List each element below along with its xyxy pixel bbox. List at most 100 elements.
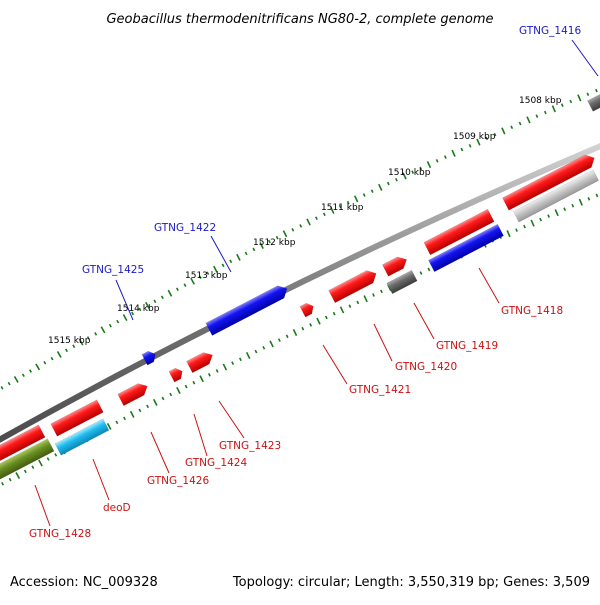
inner-tick-16 bbox=[115, 420, 119, 425]
inner-tick-39 bbox=[292, 329, 298, 336]
gene-labels: GTNG_1416 GTNG_1418 GTNG_1419 GTNG_1420 … bbox=[29, 25, 581, 540]
inner-tick-33 bbox=[245, 351, 251, 359]
gene-label-gtng-1421[interactable]: GTNG_1421 bbox=[349, 384, 411, 396]
outer-tick-4 bbox=[21, 373, 25, 378]
gene-box-deod-top[interactable] bbox=[50, 399, 104, 437]
gene-box-gtng-1426[interactable] bbox=[117, 380, 151, 407]
leader-gtng-1418 bbox=[478, 267, 500, 304]
outer-tick-40 bbox=[291, 228, 295, 232]
gene-label-gtng-1423[interactable]: GTNG_1423 bbox=[219, 440, 281, 452]
gene-label-gtng-1426[interactable]: GTNG_1426 bbox=[147, 475, 209, 487]
outer-tick-56 bbox=[419, 166, 423, 171]
outer-tick-58 bbox=[435, 159, 439, 163]
gene-label-gtng-1422[interactable]: GTNG_1422 bbox=[154, 222, 216, 234]
topology-text: Topology: circular; Length: 3,550,319 bp… bbox=[232, 575, 590, 590]
gene-box-gtng-1423[interactable] bbox=[186, 349, 215, 374]
inner-tick-45 bbox=[339, 306, 345, 314]
outer-tick-39 bbox=[282, 230, 288, 238]
inner-tick-17 bbox=[123, 416, 126, 421]
gene-label-gtng-1416[interactable]: GTNG_1416 bbox=[519, 25, 581, 37]
gene-box-gtng-1418[interactable] bbox=[428, 223, 504, 273]
inner-tick-48 bbox=[363, 295, 368, 303]
inner-tick-71 bbox=[547, 214, 550, 218]
inner-tick-34 bbox=[254, 349, 258, 354]
kbp-label-1513: 1513 kbp bbox=[185, 271, 228, 281]
outer-tick-74 bbox=[569, 99, 573, 104]
outer-tick-49 bbox=[362, 193, 366, 197]
outer-tick-60 bbox=[451, 149, 456, 157]
inner-tick-6 bbox=[38, 459, 43, 467]
outer-tick-64 bbox=[485, 136, 489, 141]
outer-tick-48 bbox=[353, 195, 359, 203]
outer-tick-50 bbox=[370, 189, 374, 193]
outer-tick-7 bbox=[43, 360, 47, 365]
inner-tick-74 bbox=[571, 203, 575, 208]
inner-tick-23 bbox=[169, 392, 173, 397]
inner-tick-18 bbox=[129, 410, 135, 418]
gene-label-gtng-1418[interactable]: GTNG_1418 bbox=[501, 305, 563, 317]
gene-box-gtng-1419-red[interactable] bbox=[382, 254, 409, 277]
outer-tick-28 bbox=[198, 275, 202, 280]
outer-tick-15 bbox=[100, 326, 106, 334]
outer-tick-8 bbox=[50, 356, 54, 361]
outer-tick-63 bbox=[476, 138, 481, 146]
accession-text: Accession: NC_009328 bbox=[10, 575, 158, 590]
gene-features bbox=[0, 90, 600, 486]
kbp-label-1514: 1514 kbp bbox=[117, 304, 160, 314]
gene-box-gtng-1425[interactable] bbox=[141, 349, 158, 366]
gene-label-gtng-1424[interactable]: GTNG_1424 bbox=[185, 457, 247, 469]
genome-title: Geobacillus thermodenitrificans NG80-2, … bbox=[106, 12, 493, 27]
inner-tick-37 bbox=[277, 338, 281, 342]
outer-tick-69 bbox=[526, 116, 531, 124]
kbp-label-1510: 1510 kbp bbox=[388, 168, 431, 178]
leader-gtng-1428 bbox=[34, 484, 51, 527]
outer-tick-19 bbox=[131, 311, 135, 316]
inner-tick-68 bbox=[523, 224, 526, 229]
gene-box-gtng-1419[interactable] bbox=[386, 269, 418, 295]
inner-tick-40 bbox=[301, 326, 305, 331]
kbp-scale-labels: 1508 kbp 1509 kbp 1510 kbp 1511 kbp 1512… bbox=[48, 96, 562, 346]
inner-tick-44 bbox=[332, 311, 336, 316]
outer-tick-31 bbox=[221, 263, 225, 268]
outer-tick-16 bbox=[108, 323, 112, 328]
outer-tick-25 bbox=[175, 287, 179, 292]
outer-tick-17 bbox=[116, 319, 120, 324]
inner-tick-20 bbox=[146, 404, 150, 409]
gene-box-gtng-1421[interactable] bbox=[299, 301, 316, 318]
gene-box-light-1[interactable] bbox=[512, 169, 600, 223]
gene-box-deod[interactable] bbox=[54, 418, 110, 456]
inner-tick-5 bbox=[31, 465, 35, 470]
gene-box-gtng-1420[interactable] bbox=[328, 267, 380, 304]
gene-label-gtng-1419[interactable]: GTNG_1419 bbox=[436, 340, 498, 352]
outer-tick-3 bbox=[13, 375, 19, 383]
gene-box-gtng-1418-top[interactable] bbox=[423, 208, 495, 256]
kbp-label-1515: 1515 kbp bbox=[48, 336, 91, 346]
gene-label-gtng-1420[interactable]: GTNG_1420 bbox=[395, 361, 457, 373]
gene-box-gtng-1417[interactable] bbox=[502, 152, 597, 211]
outer-tick-45 bbox=[330, 206, 335, 214]
inner-tick-77 bbox=[595, 193, 599, 198]
outer-tick-73 bbox=[560, 103, 564, 107]
outer-tick-46 bbox=[338, 204, 342, 209]
leader-gtng-1421 bbox=[322, 344, 348, 385]
gene-box-gtng-1427[interactable] bbox=[0, 424, 46, 464]
kbp-label-1512: 1512 kbp bbox=[253, 238, 296, 248]
outer-tick-36 bbox=[259, 242, 264, 249]
outer-tick-24 bbox=[167, 289, 173, 297]
gene-box-gtng-1424[interactable] bbox=[168, 366, 185, 383]
gene-label-gtng-1425[interactable]: GTNG_1425 bbox=[82, 264, 144, 276]
gene-box-gtng-1422[interactable] bbox=[205, 282, 291, 336]
outer-tick-38 bbox=[275, 235, 279, 240]
outer-tick-47 bbox=[346, 200, 350, 205]
outer-tick-44 bbox=[322, 212, 326, 217]
outer-tick-66 bbox=[501, 127, 506, 135]
leader-gtng-1420 bbox=[373, 323, 393, 362]
gene-label-gtng-1428[interactable]: GTNG_1428 bbox=[29, 528, 91, 540]
gene-box-gtng-1416[interactable] bbox=[587, 90, 600, 112]
gene-box-gtng-1428[interactable] bbox=[0, 438, 55, 486]
outer-tick-32 bbox=[229, 259, 233, 264]
gene-label-deod[interactable]: deoD bbox=[103, 502, 131, 514]
inner-tick-2 bbox=[8, 477, 12, 482]
